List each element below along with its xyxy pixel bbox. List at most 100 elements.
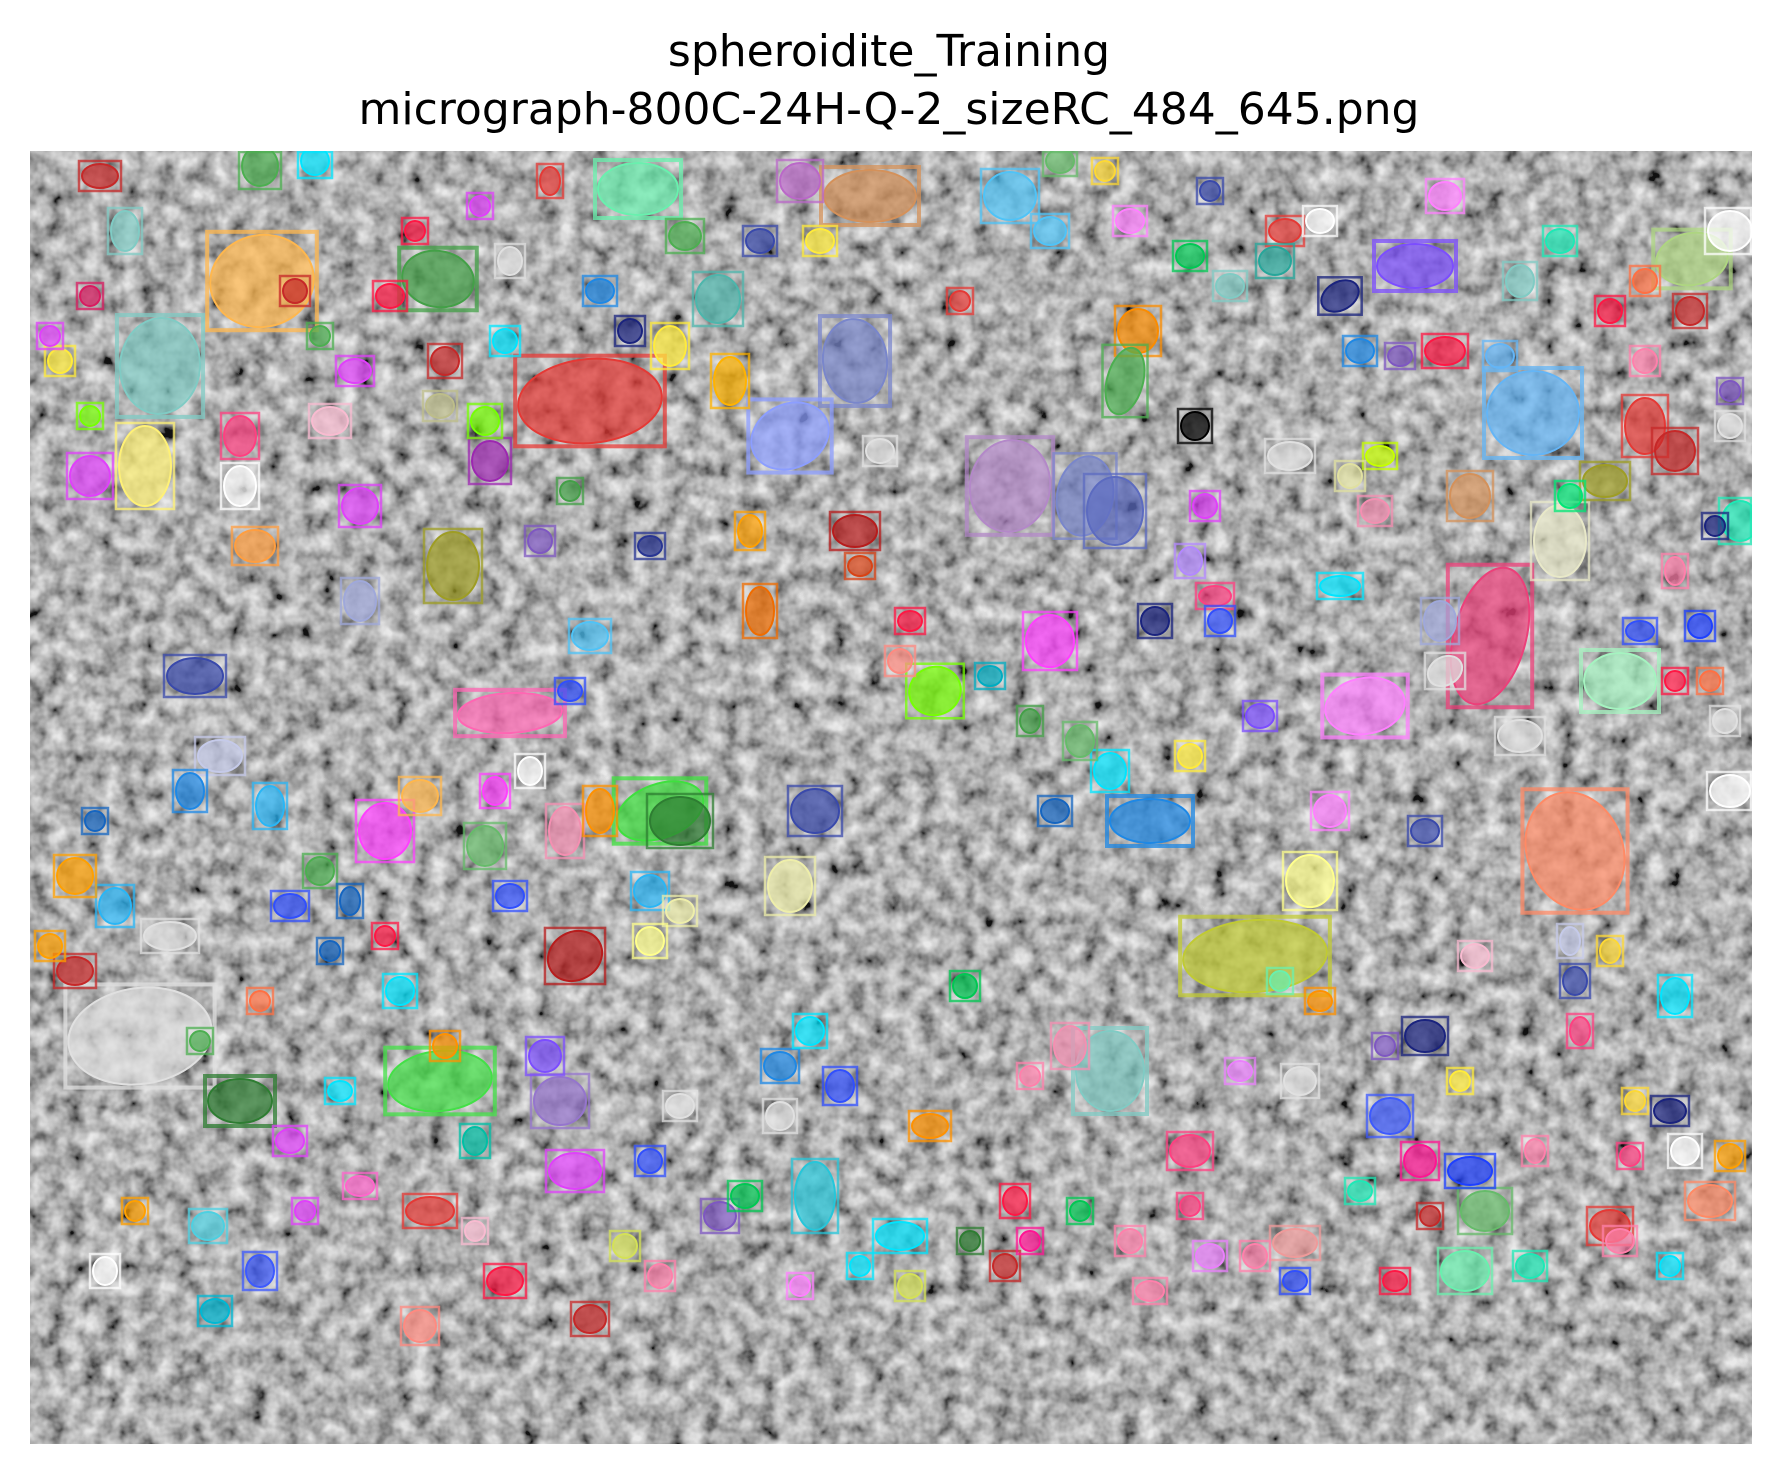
particle-mask <box>637 535 663 557</box>
particle-mask <box>647 1263 673 1289</box>
particle-132 <box>629 870 671 912</box>
particle-bounding-box <box>1695 666 1725 696</box>
particle-173 <box>1065 1196 1095 1226</box>
particle-mask <box>1053 1025 1087 1067</box>
particle-mask <box>294 1200 316 1222</box>
particle-mask <box>339 886 361 916</box>
particle-bounding-box <box>1175 1191 1205 1221</box>
particle-bounding-box <box>488 324 522 358</box>
particle-mask <box>464 1220 486 1242</box>
particle-mask <box>495 883 525 909</box>
particle-bounding-box <box>43 344 77 378</box>
particle-mask <box>1104 346 1146 416</box>
particle-mask <box>56 956 94 986</box>
particle-100 <box>733 510 767 552</box>
particle-bounding-box <box>1065 1196 1095 1226</box>
particle-mask <box>1460 943 1490 969</box>
particle-bounding-box <box>1320 672 1410 740</box>
particle-bounding-box <box>998 1182 1032 1220</box>
particle-mask <box>492 328 518 354</box>
particle-bounding-box <box>401 1192 459 1230</box>
particle-bounding-box <box>462 821 508 871</box>
particle-121 <box>94 883 136 929</box>
particle-118 <box>193 735 247 777</box>
particle-mask <box>517 357 663 445</box>
particle-mask <box>1169 1134 1211 1168</box>
particle-bounding-box <box>709 352 751 410</box>
particle-mask <box>959 1230 981 1252</box>
particle-mask <box>1198 585 1232 607</box>
particle-261 <box>1131 1276 1169 1306</box>
particle-bounding-box <box>631 922 669 960</box>
particle-bounding-box <box>1579 648 1661 714</box>
particle-bounding-box <box>1481 339 1519 373</box>
particle-bounding-box <box>1445 469 1495 523</box>
particle-mask <box>374 925 396 947</box>
particle-bounding-box <box>1315 571 1365 601</box>
particle-mask <box>949 290 971 312</box>
particle-128 <box>478 772 512 810</box>
particle-mask <box>1033 216 1067 246</box>
particle-mask <box>573 1304 607 1334</box>
particle-mask <box>486 1266 524 1296</box>
particle-124 <box>301 852 339 890</box>
particle-mask <box>1562 966 1588 996</box>
particle-119 <box>171 768 209 814</box>
particle-76 <box>1301 204 1339 238</box>
particle-bounding-box <box>535 162 565 200</box>
particle-mask <box>1347 1180 1373 1202</box>
particle-152 <box>1520 1134 1550 1168</box>
particle-185 <box>88 1252 122 1290</box>
particle-bounding-box <box>763 855 817 917</box>
particle-159 <box>1456 939 1494 973</box>
particle-mask <box>1320 279 1360 313</box>
particle-81 <box>1660 552 1690 590</box>
particle-mask <box>1599 938 1621 964</box>
particle-bounding-box <box>315 936 345 966</box>
particle-bounding-box <box>801 224 839 258</box>
particle-mask <box>338 358 372 384</box>
particle-bounding-box <box>1015 704 1045 738</box>
particle-bounding-box <box>1424 177 1466 215</box>
particle-bounding-box <box>203 1074 277 1128</box>
particle-mask <box>309 325 331 347</box>
particle-17 <box>397 245 479 313</box>
particle-bounding-box <box>1361 441 1399 471</box>
particle-mask <box>92 1256 118 1286</box>
particle-69 <box>296 151 334 180</box>
particle-mask <box>1360 498 1390 524</box>
particle-bounding-box <box>1423 651 1467 691</box>
particle-bounding-box <box>785 1271 815 1301</box>
particle-bounding-box <box>955 1226 985 1256</box>
particle-bounding-box <box>33 929 67 963</box>
particle-110 <box>466 402 504 440</box>
particle-158 <box>1555 922 1585 960</box>
particle-mask <box>585 278 615 304</box>
particle-83 <box>1705 770 1752 812</box>
particle-176 <box>955 1226 985 1256</box>
particle-238 <box>1203 604 1237 638</box>
particle-mask <box>1387 345 1413 367</box>
particle-68 <box>237 151 283 191</box>
particle-14 <box>746 397 834 475</box>
particle-bounding-box <box>381 972 419 1010</box>
particle-215 <box>741 224 779 258</box>
particle-bounding-box <box>1173 739 1207 773</box>
particle-bounding-box <box>1015 1061 1045 1091</box>
particle-bounding-box <box>493 242 527 280</box>
particle-mask <box>1699 670 1721 692</box>
particle-bounding-box <box>1628 264 1662 298</box>
particle-200 <box>77 159 123 193</box>
particle-140 <box>661 1089 699 1123</box>
particle-136 <box>428 1029 462 1063</box>
particle-20 <box>1651 227 1733 291</box>
particle-mask <box>1242 1243 1268 1269</box>
particle-217 <box>945 286 975 316</box>
particle-bounding-box <box>1628 344 1662 378</box>
particle-mask <box>765 1101 795 1131</box>
particle-210 <box>488 324 522 358</box>
particle-247 <box>1650 426 1700 476</box>
particle-221 <box>1211 269 1249 303</box>
particle-178 <box>643 1259 677 1293</box>
particle-bounding-box <box>65 451 115 501</box>
